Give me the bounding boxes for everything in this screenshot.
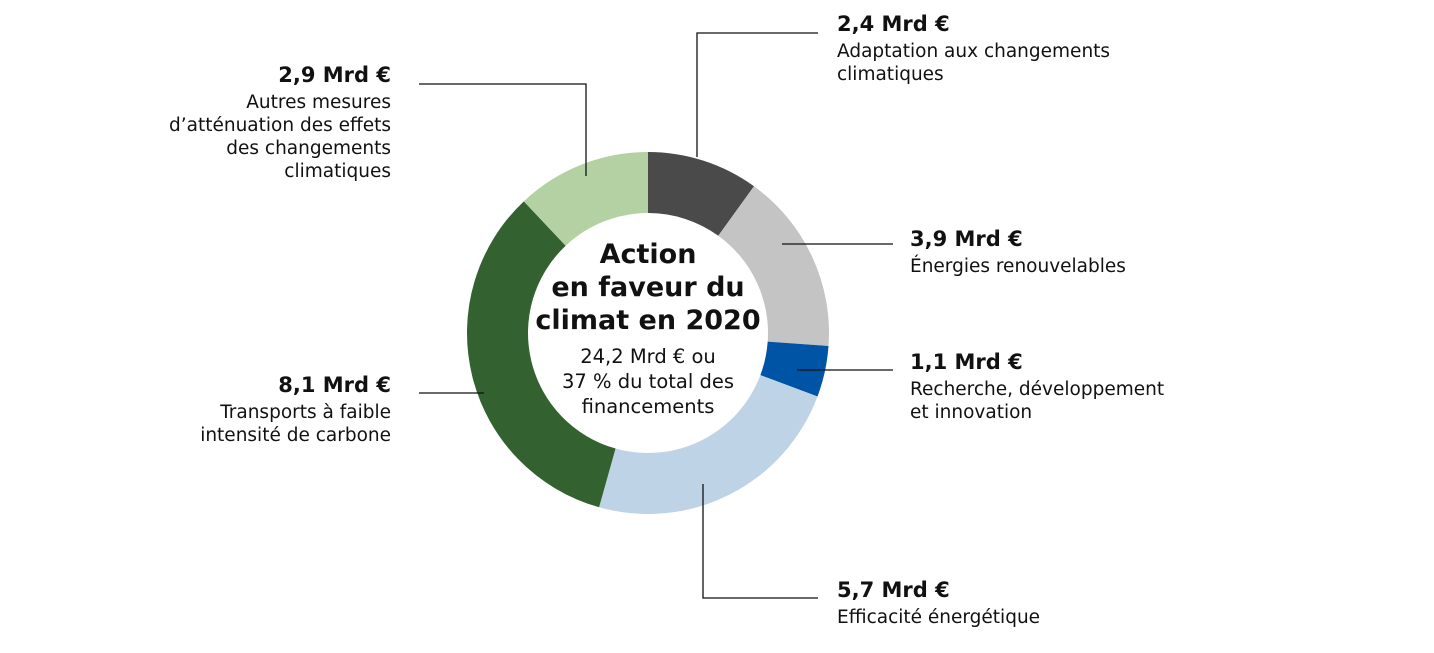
slice-category-label: Autres mesures d’atténuation des effets … — [100, 91, 391, 183]
category-line: d’atténuation des effets — [169, 115, 391, 136]
category-line: et innovation — [910, 402, 1033, 423]
slice-category-label: Recherche, développement et innovation — [910, 378, 1164, 424]
slice-category-label: Adaptation aux changements climatiques — [837, 40, 1110, 86]
chart-subtitle-line: 24,2 Mrd € ou — [580, 345, 716, 368]
slice-value-label: 2,4 Mrd € — [837, 12, 950, 36]
leader-line-other-mitigation — [419, 83, 587, 176]
slice-label-renewables: 3,9 Mrd € Énergies renouvelables — [910, 226, 1126, 278]
category-line: Adaptation aux changements — [837, 41, 1111, 62]
slice-label-adaptation: 2,4 Mrd € Adaptation aux changements cli… — [837, 11, 1110, 86]
chart-title-line: climat en 2020 — [535, 305, 761, 336]
donut-slice-adaptation — [648, 152, 755, 236]
category-line: Transports à faible — [220, 402, 391, 423]
chart-title-line: en faveur du — [551, 272, 745, 303]
slice-label-other-mitigation: 2,9 Mrd € Autres mesures d’atténuation d… — [100, 62, 391, 183]
category-line: Autres mesures — [246, 92, 391, 113]
category-line: climatiques — [837, 64, 944, 85]
slice-category-label: Énergies renouvelables — [910, 255, 1126, 278]
slice-value-label: 5,7 Mrd € — [837, 578, 950, 602]
leader-lines — [419, 32, 893, 599]
donut-slice-transport — [466, 201, 616, 508]
chart-title: Action en faveur du climat en 2020 — [498, 238, 798, 337]
slice-value-label: 2,9 Mrd € — [278, 63, 391, 87]
category-line: intensité de carbone — [200, 425, 391, 446]
chart-title-line: Action — [599, 239, 697, 270]
donut-slice-other-mitigation — [523, 152, 648, 246]
donut-slice-efficiency — [599, 375, 818, 514]
chart-center-text: Action en faveur du climat en 2020 24,2 … — [498, 238, 798, 419]
chart-subtitle-line: financements — [581, 395, 715, 418]
slice-label-transport: 8,1 Mrd € Transports à faible intensité … — [100, 372, 391, 447]
leader-line-efficiency — [702, 484, 818, 599]
donut-slice-research — [760, 341, 829, 397]
slice-value-label: 3,9 Mrd € — [910, 227, 1023, 251]
category-line: Efficacité énergétique — [837, 607, 1041, 628]
slice-category-label: Efficacité énergétique — [837, 606, 1040, 629]
donut-slice-renewables — [718, 186, 829, 346]
category-line: Recherche, développement — [910, 379, 1165, 400]
chart-subtitle: 24,2 Mrd € ou 37 % du total des financem… — [498, 344, 798, 419]
slice-value-label: 1,1 Mrd € — [910, 350, 1023, 374]
category-line: climatiques — [284, 161, 391, 182]
slice-category-label: Transports à faible intensité de carbone — [100, 401, 391, 447]
chart-subtitle-line: 37 % du total des — [562, 370, 734, 393]
slice-value-label: 8,1 Mrd € — [278, 373, 391, 397]
leader-line-adaptation — [696, 32, 818, 157]
category-line: des changements — [226, 138, 391, 159]
slice-label-research: 1,1 Mrd € Recherche, développement et in… — [910, 349, 1164, 424]
donut-slices — [466, 152, 829, 514]
category-line: Énergies renouvelables — [910, 256, 1126, 277]
slice-label-efficiency: 5,7 Mrd € Efficacité énergétique — [837, 577, 1040, 629]
